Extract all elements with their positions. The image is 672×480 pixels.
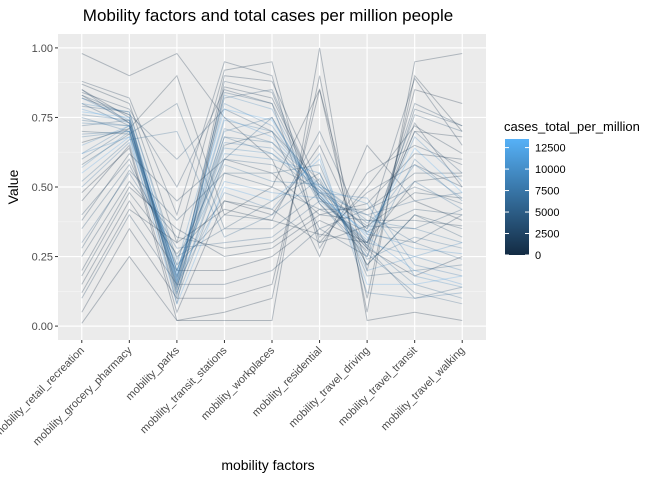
series-line: [81, 86, 463, 287]
series-line: [81, 97, 463, 230]
y-tick-label: 0.25: [32, 252, 53, 264]
x-axis-title: mobility factors: [221, 457, 314, 473]
series-line: [81, 191, 463, 277]
series-line: [81, 130, 463, 285]
series-line: [81, 175, 463, 293]
series-line: [81, 144, 463, 314]
series-line: [81, 88, 463, 313]
legend-label: 2500: [535, 229, 559, 241]
series-line: [81, 52, 463, 258]
series-line: [81, 94, 463, 267]
series-line: [81, 108, 463, 285]
series-line: [81, 89, 463, 281]
legend-label: 7500: [535, 186, 559, 198]
legend-label: 5000: [535, 207, 559, 219]
series-line: [81, 130, 463, 266]
series-line: [81, 153, 463, 271]
series-line: [81, 136, 463, 283]
series-line: [81, 125, 463, 295]
series-line: [81, 172, 463, 249]
y-tick-label: 0.50: [32, 182, 53, 194]
series-lines: [81, 47, 463, 324]
series-line: [81, 114, 463, 273]
legend-label: 10000: [535, 164, 566, 176]
series-line: [81, 130, 463, 288]
series-line: [81, 108, 463, 299]
series-line: [81, 119, 463, 305]
x-tick-label: mobility_travel_walking: [379, 345, 467, 433]
series-line: [81, 119, 463, 281]
major-gridlines: [58, 34, 486, 340]
series-line: [81, 136, 463, 306]
series-line: [81, 75, 463, 291]
series-line: [81, 53, 463, 324]
x-tick-label: mobility_travel_transit: [336, 345, 420, 429]
series-line: [81, 119, 463, 299]
legend-title: cases_total_per_million: [504, 119, 640, 134]
series-line: [81, 125, 463, 278]
series-line: [81, 169, 463, 249]
y-tick-label: 0.00: [32, 321, 53, 333]
y-axis: 0.00 0.25 0.50 0.75 1.00: [32, 43, 58, 333]
series-line: [81, 102, 463, 266]
x-tick-label: mobility_transit_stations: [138, 344, 230, 436]
y-tick-label: 0.75: [32, 112, 53, 124]
series-line: [81, 172, 463, 257]
series-line: [81, 80, 463, 304]
series-line: [81, 130, 463, 272]
y-tick-label: 1.00: [32, 43, 53, 55]
chart-title: Mobility factors and total cases per mil…: [83, 6, 453, 25]
legend: cases_total_per_million 0 2500 5000 7500 100…: [504, 119, 640, 262]
series-line: [81, 97, 463, 284]
legend-label: 0: [535, 250, 541, 262]
x-axis: mobility_retail_recreationmobility_groce…: [0, 340, 467, 448]
series-line: [81, 127, 463, 300]
series-line: [81, 91, 463, 296]
x-tick-label: mobility_travel_driving: [287, 345, 372, 430]
series-line: [81, 61, 463, 250]
series-line: [81, 130, 463, 278]
series-line: [81, 61, 463, 245]
series-line: [81, 141, 463, 299]
legend-colorbar: [505, 139, 529, 255]
series-line: [81, 152, 463, 227]
series-line: [81, 116, 463, 273]
legend-ticks: 0 2500 5000 7500 10000 12500: [505, 143, 566, 262]
y-axis-title: Value: [5, 169, 21, 204]
series-line: [81, 108, 463, 275]
series-line: [81, 47, 463, 322]
series-line: [81, 105, 463, 299]
series-line: [81, 89, 463, 238]
x-tick-label: mobility_grocery_pharmacy: [31, 344, 135, 448]
x-tick-label: mobility_retail_recreation: [0, 345, 87, 440]
legend-label: 12500: [535, 143, 566, 155]
series-line: [81, 127, 463, 289]
series-line: [81, 163, 463, 258]
series-line: [81, 130, 463, 260]
series-line: [81, 74, 463, 299]
